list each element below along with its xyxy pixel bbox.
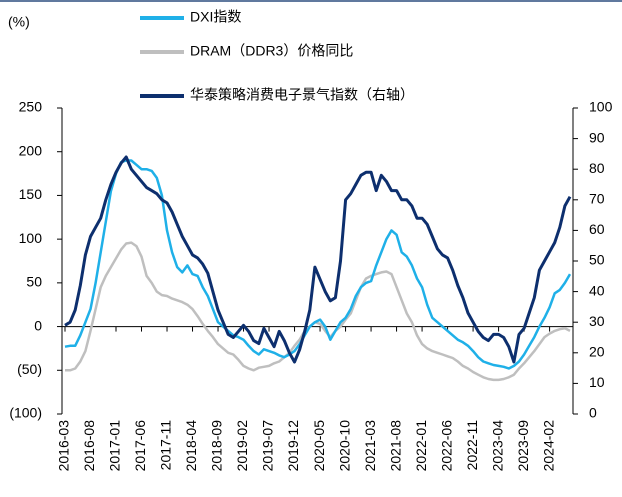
x-tick-label: 2017-06	[132, 420, 148, 472]
series-line	[64, 159, 572, 370]
y2-tick-label: 30	[589, 313, 605, 329]
x-tick-label: 2020-10	[336, 420, 352, 472]
x-tick-label: 2019-12	[285, 420, 301, 472]
x-tick-label: 2018-09	[209, 420, 225, 472]
x-tick-label: 2018-04	[183, 420, 199, 472]
x-tick-label: 2016-08	[81, 420, 97, 472]
y-tick-label: (100)	[9, 405, 42, 421]
series-line	[64, 155, 572, 364]
y2-tick-label: 20	[589, 344, 605, 360]
x-tick-label: 2021-03	[362, 420, 378, 472]
x-tick-label: 2020-05	[311, 420, 327, 472]
y-tick-label: 100	[19, 230, 43, 246]
x-tick-label: 2022-11	[464, 420, 480, 471]
x-tick-label: 2023-09	[515, 420, 531, 472]
x-tick-label: 2024-02	[540, 420, 556, 472]
y-tick-label: 250	[19, 99, 43, 115]
y-axis-label: (%)	[8, 14, 30, 30]
y-tick-label: 200	[19, 142, 43, 158]
x-tick-label: 2022-01	[413, 420, 429, 472]
y2-tick-label: 50	[589, 252, 605, 268]
legend-label: DRAM（DDR3）价格同比	[190, 43, 353, 59]
x-tick-label: 2017-11	[158, 420, 174, 471]
legend-label: DXI指数	[190, 9, 241, 25]
y2-tick-label: 100	[589, 99, 613, 115]
x-tick-label: 2016-03	[56, 420, 72, 472]
series-line	[65, 241, 571, 382]
x-tick-label: 2023-04	[489, 420, 505, 472]
y2-tick-label: 90	[589, 129, 605, 145]
y2-tick-label: 60	[589, 221, 605, 237]
x-tick-label: 2019-07	[260, 420, 276, 472]
x-tick-label: 2019-02	[234, 420, 250, 472]
y2-tick-label: 40	[589, 282, 605, 298]
y-tick-label: 150	[19, 186, 43, 202]
legend-label: 华泰策略消费电子景气指数（右轴）	[190, 87, 414, 103]
x-tick-label: 2022-06	[438, 420, 454, 472]
y2-tick-label: 80	[589, 160, 605, 176]
y-tick-label: 0	[34, 317, 42, 333]
x-tick-label: 2021-08	[387, 420, 403, 472]
y2-tick-label: 70	[589, 191, 605, 207]
y-tick-label: (50)	[17, 361, 42, 377]
y2-tick-label: 10	[589, 374, 605, 390]
x-tick-label: 2017-01	[107, 420, 123, 472]
y2-tick-label: 0	[589, 405, 597, 421]
y-tick-label: 50	[26, 274, 42, 290]
